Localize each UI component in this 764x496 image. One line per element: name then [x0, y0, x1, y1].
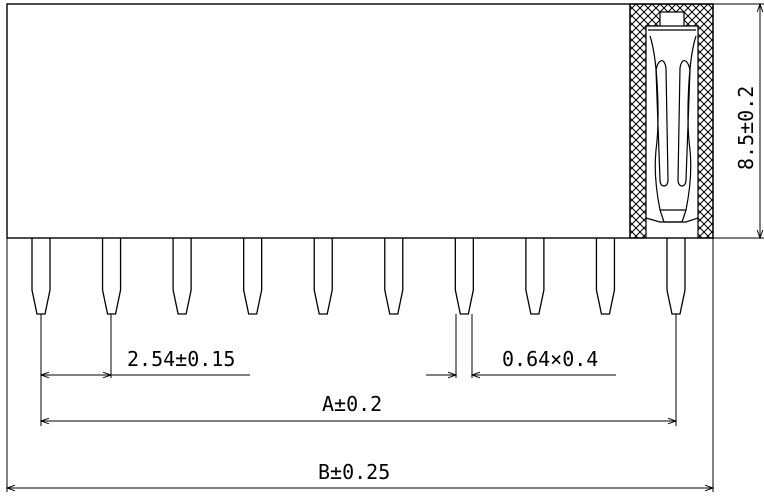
pin [454, 238, 474, 315]
pin [243, 238, 263, 315]
pin-size-label: 0.64×0.4 [502, 347, 598, 371]
pin [666, 238, 686, 315]
extension-lines [6, 3, 764, 492]
cross-section [629, 3, 714, 239]
pin [595, 238, 616, 315]
pin [172, 238, 192, 315]
pin [384, 238, 404, 315]
pins [31, 238, 686, 315]
pitch-label: 2.54±0.15 [127, 347, 235, 371]
dim-b-label: B±0.25 [318, 460, 390, 484]
pin [313, 238, 333, 315]
dim-a-label: A±0.2 [322, 392, 382, 416]
height-label: 8.5±0.2 [734, 86, 758, 170]
connector-housing [6, 3, 714, 239]
pin [31, 238, 51, 315]
pin [525, 238, 545, 315]
pin [101, 238, 122, 315]
